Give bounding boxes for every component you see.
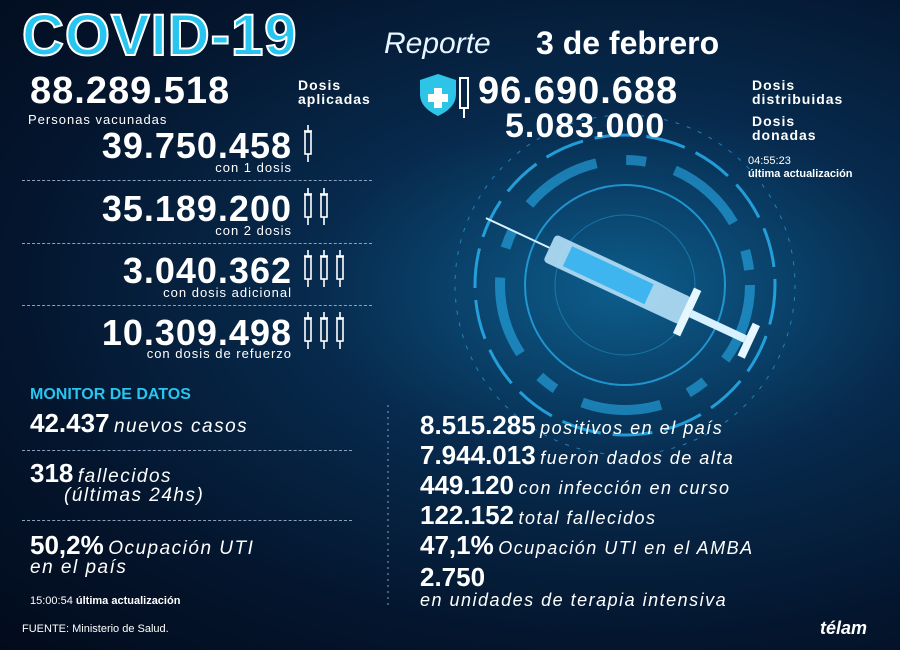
- distributed-label: Dosis: [752, 77, 796, 93]
- update-label: última actualización: [748, 168, 853, 180]
- stat-text: Ocupación UTI: [108, 538, 255, 559]
- donated-value: 5.083.000: [505, 107, 666, 145]
- stat-text: nuevos casos: [113, 416, 249, 437]
- dose-label: con 2 dosis: [215, 223, 292, 238]
- stat-value: 449.120: [420, 470, 514, 500]
- stat: 8.515.285 positivos en el país: [420, 410, 723, 441]
- people-label: Personas vacunadas: [28, 112, 168, 127]
- monitor-update: 15:00:54 última actualización: [30, 595, 180, 607]
- separator: [22, 520, 352, 521]
- dose-value: 10.309.498: [101, 312, 292, 353]
- brand: télam: [820, 618, 868, 638]
- stat-text: con infección en curso: [518, 478, 731, 498]
- update-time: 15:00:54: [30, 595, 73, 607]
- stat: 42.437 nuevos casos: [30, 408, 248, 439]
- update-label: última actualización: [75, 595, 181, 607]
- dose-label: con dosis de refuerzo: [146, 346, 292, 361]
- stat-text: en unidades de terapia intensiva: [420, 590, 728, 610]
- stat: 122.152 total fallecidos: [420, 500, 657, 531]
- update-time: 04:55:23: [748, 155, 791, 167]
- stat-text: Ocupación UTI en el AMBA: [498, 538, 754, 558]
- stat-value: 7.944.013: [420, 440, 536, 470]
- separator: [22, 180, 372, 181]
- stat-value: 318: [30, 458, 74, 488]
- stat: 449.120 con infección en curso: [420, 470, 731, 501]
- applied-label: aplicadas: [298, 91, 371, 107]
- stat-value: 42.437: [30, 408, 110, 438]
- stat-text: positivos en el país: [540, 418, 724, 438]
- donated-label: Dosis: [752, 113, 796, 129]
- applied-value: 88.289.518: [30, 70, 231, 112]
- applied-label: Dosis: [298, 77, 342, 93]
- source: FUENTE: Ministerio de Salud.: [22, 623, 169, 635]
- separator: [22, 243, 372, 244]
- ring-decoration: [454, 114, 796, 456]
- stat-text: fueron dados de alta: [540, 448, 735, 468]
- dose-label: con dosis adicional: [163, 285, 292, 300]
- stat: 50,2% Ocupación UTI: [30, 530, 254, 561]
- separator: [22, 305, 372, 306]
- report-label: Reporte: [384, 27, 491, 60]
- stat-value: 2.750: [420, 562, 486, 592]
- stat: 7.944.013 fueron dados de alta: [420, 440, 734, 471]
- report-date: 3 de febrero: [536, 25, 720, 61]
- syringe-illustration: [485, 217, 760, 359]
- title: COVID-19: [21, 2, 298, 69]
- distributed-value: 96.690.688: [478, 70, 679, 112]
- stat: 47,1% Ocupación UTI en el AMBA: [420, 530, 754, 561]
- dose-value: 3.040.362: [122, 250, 292, 291]
- donated-label: donadas: [752, 127, 817, 143]
- stat-text: en el país: [30, 557, 128, 578]
- stat-text: total fallecidos: [518, 508, 657, 528]
- stat: 318 fallecidos: [30, 458, 172, 489]
- stat-value: 8.515.285: [420, 410, 536, 440]
- distributed-label: distribuidas: [752, 91, 844, 107]
- stat-value: 50,2%: [30, 530, 104, 560]
- stat-value: 47,1%: [420, 530, 494, 560]
- stat-value: 122.152: [420, 500, 514, 530]
- shield-icon: [420, 74, 469, 118]
- dose-value: 39.750.458: [101, 125, 292, 166]
- syringe-icons: [303, 124, 345, 350]
- separator: [22, 450, 352, 451]
- dose-value: 35.189.200: [101, 188, 292, 229]
- stat-text: (últimas 24hs): [64, 485, 205, 506]
- monitor-title: MONITOR DE DATOS: [30, 386, 191, 403]
- stat-text: fallecidos: [77, 466, 173, 487]
- dose-label: con 1 dosis: [215, 160, 292, 175]
